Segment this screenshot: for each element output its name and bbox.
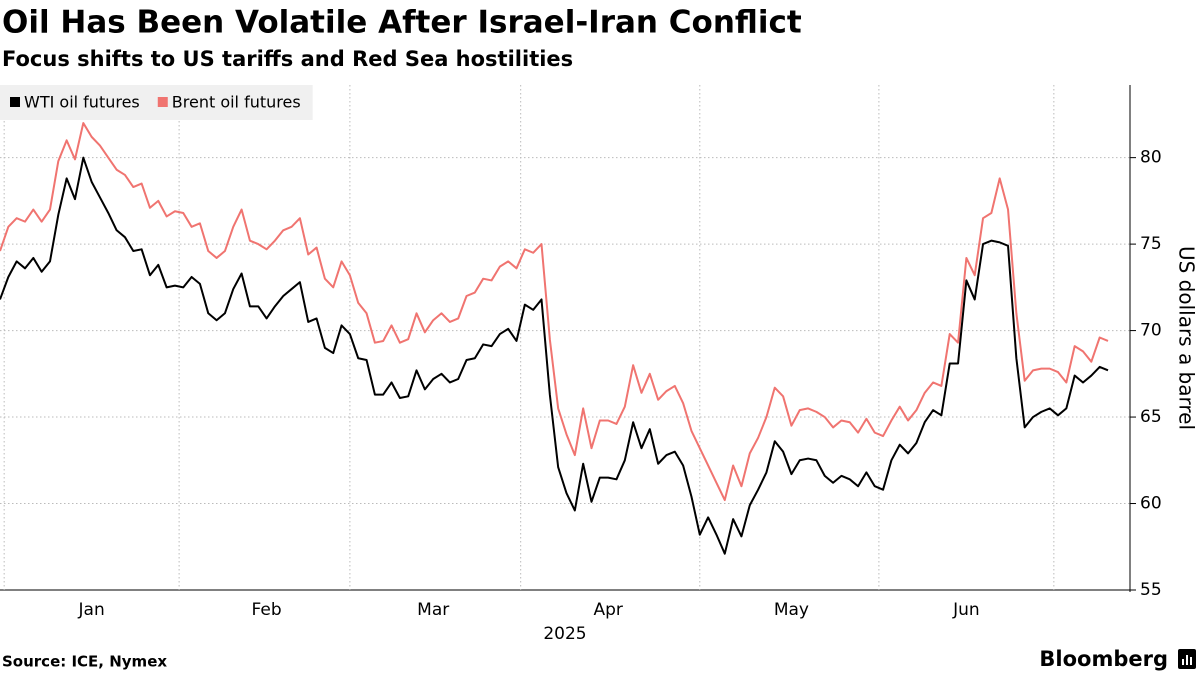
y-tick-label: 60 — [1140, 494, 1162, 514]
logo: Bloomberg — [1039, 647, 1168, 671]
legend-label: Brent oil futures — [172, 93, 301, 112]
chart-subtitle: Focus shifts to US tariffs and Red Sea h… — [2, 47, 573, 71]
y-tick-label: 70 — [1140, 321, 1162, 341]
x-tick-label: Jun — [952, 600, 980, 620]
y-tick-label: 65 — [1140, 407, 1162, 427]
legend: WTI oil futures Brent oil futures — [0, 85, 313, 120]
x-tick-label: May — [774, 600, 809, 620]
line-series — [0, 156, 1109, 555]
x-tick-label: Jan — [78, 600, 105, 620]
x-tick-label: Apr — [593, 600, 622, 620]
legend-background — [0, 85, 313, 120]
y-tick-label: 75 — [1140, 234, 1162, 254]
legend-swatch — [10, 97, 20, 107]
source: Source: ICE, Nymex — [2, 653, 167, 671]
logo-icon — [1178, 649, 1196, 669]
legend-swatch — [157, 97, 168, 107]
line-series — [0, 122, 1109, 502]
x-tick-label: Feb — [252, 600, 282, 620]
y-tick-label: 80 — [1140, 148, 1162, 168]
y-axis-label: US dollars a barrel — [1175, 246, 1199, 430]
chart-title: Oil Has Been Volatile After Israel-Iran … — [2, 5, 802, 41]
x-tick-label: Mar — [417, 600, 449, 620]
legend-label: WTI oil futures — [24, 93, 140, 112]
y-tick-label: 55 — [1140, 580, 1162, 600]
x-axis-label: 2025 — [543, 624, 586, 644]
